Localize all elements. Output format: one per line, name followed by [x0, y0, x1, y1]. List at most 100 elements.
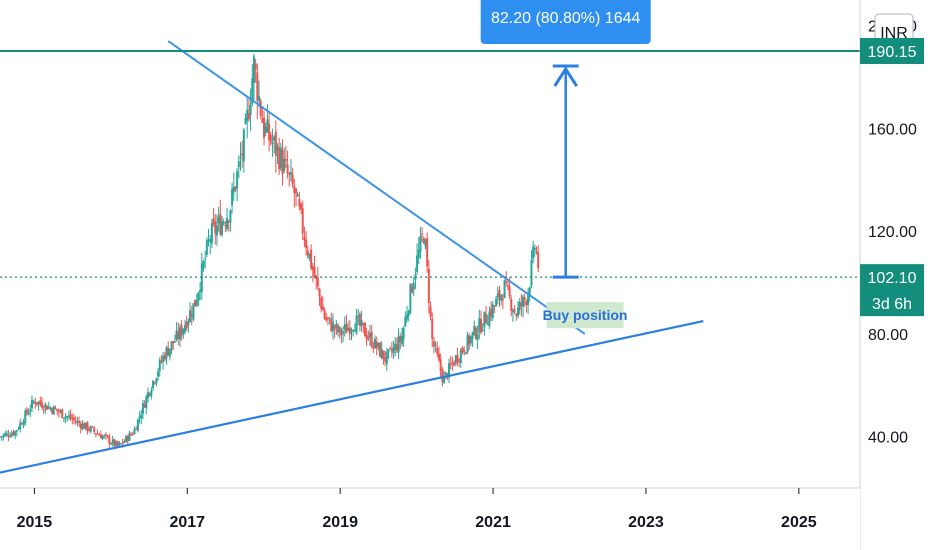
candle-body — [252, 56, 255, 83]
candle-body — [468, 335, 471, 345]
candle-body — [205, 240, 208, 255]
candle-body — [368, 333, 371, 338]
candle-body — [400, 335, 403, 345]
candle-body — [62, 417, 65, 419]
candle-body — [471, 332, 474, 339]
time-tick-label: 2019 — [322, 514, 358, 531]
candle-body — [518, 301, 521, 310]
candle-body — [456, 354, 459, 363]
candle-body — [537, 252, 540, 268]
candle-body — [310, 249, 313, 269]
time-axis[interactable]: 2015 2017 2019 2021 2023 2025 — [17, 488, 817, 531]
candle-body — [219, 213, 222, 235]
candle-body — [157, 371, 160, 377]
candle-body — [78, 420, 81, 424]
candle-body — [495, 298, 498, 307]
candle-body — [15, 430, 18, 432]
time-tick-label: 2017 — [169, 514, 205, 531]
candle-body — [375, 341, 378, 349]
candle-body — [416, 255, 419, 272]
last-price-label: 102.10 — [868, 270, 917, 287]
candle-body — [143, 403, 146, 408]
candle-body — [125, 436, 128, 442]
candle-body — [367, 337, 370, 339]
candle-body — [241, 153, 244, 156]
candle-body — [254, 63, 257, 70]
candle-body — [419, 236, 422, 252]
downtrend-line[interactable] — [167, 40, 586, 335]
candle-body — [488, 311, 491, 327]
candle-body — [505, 281, 508, 283]
candle-body — [215, 225, 218, 236]
candle-body — [429, 306, 432, 317]
candle-body — [469, 336, 472, 344]
candle-body — [69, 414, 72, 419]
candle-body — [527, 294, 530, 305]
candle-body — [498, 289, 501, 300]
candle-body — [278, 147, 281, 170]
candle-body — [279, 147, 282, 169]
candle-body — [530, 259, 533, 286]
candle-body — [2, 434, 5, 437]
candle-body — [411, 286, 414, 293]
resistance-price-tag: 190.15 — [860, 37, 924, 64]
candle-body — [195, 300, 198, 306]
candle-body — [126, 436, 129, 442]
candle-body — [150, 390, 153, 396]
candle-body — [84, 422, 87, 429]
uptrend-line[interactable] — [0, 319, 704, 474]
buy-position-annotation[interactable]: Buy position — [543, 302, 628, 329]
candle-body — [454, 355, 457, 364]
candle-body — [463, 349, 466, 353]
target-arrow[interactable] — [552, 64, 579, 279]
candle-body — [113, 439, 116, 446]
candle-body — [424, 239, 427, 247]
candle-body — [246, 109, 249, 121]
candle-body — [72, 417, 75, 420]
candle-body — [83, 423, 86, 429]
candle-body — [231, 188, 234, 206]
candle-body — [227, 221, 230, 223]
candle-body — [71, 418, 74, 420]
candle-body — [101, 435, 104, 440]
candle-body — [288, 173, 291, 175]
candle-body — [476, 334, 479, 340]
candle-body — [64, 416, 67, 419]
candle-body — [358, 313, 361, 326]
candle-body — [39, 400, 42, 404]
candle-body — [234, 186, 237, 191]
candle-body — [138, 416, 141, 419]
candle-body — [380, 349, 383, 359]
candle-body — [370, 331, 373, 347]
candle-body — [220, 221, 223, 235]
candle-body — [405, 314, 408, 320]
candle-body — [439, 359, 442, 371]
candle-body — [61, 409, 64, 418]
candle-body — [491, 304, 494, 318]
candle-body — [417, 249, 420, 258]
candle-body — [355, 315, 358, 334]
candle-body — [362, 322, 365, 325]
candle-body — [441, 369, 444, 382]
measure-label-box: 82.20 (80.80%) 1644 — [480, 0, 651, 45]
candle-body — [532, 246, 535, 259]
currency-label: INR — [880, 25, 908, 42]
candle-body — [353, 330, 356, 332]
candle-body — [421, 233, 424, 236]
candle-body — [7, 434, 10, 437]
candle-body — [407, 311, 410, 316]
candle-body — [409, 284, 412, 313]
candle-body — [458, 360, 461, 362]
candle-body — [47, 406, 50, 409]
candle-body — [523, 297, 526, 300]
candle-body — [14, 431, 17, 436]
candle-body — [394, 343, 397, 350]
candle-body — [189, 310, 192, 322]
candle-body — [130, 434, 133, 436]
candle-body — [338, 327, 341, 332]
candle-body — [481, 329, 484, 331]
candle-body — [466, 334, 469, 353]
candle-body — [207, 239, 210, 242]
candle-body — [98, 434, 101, 436]
